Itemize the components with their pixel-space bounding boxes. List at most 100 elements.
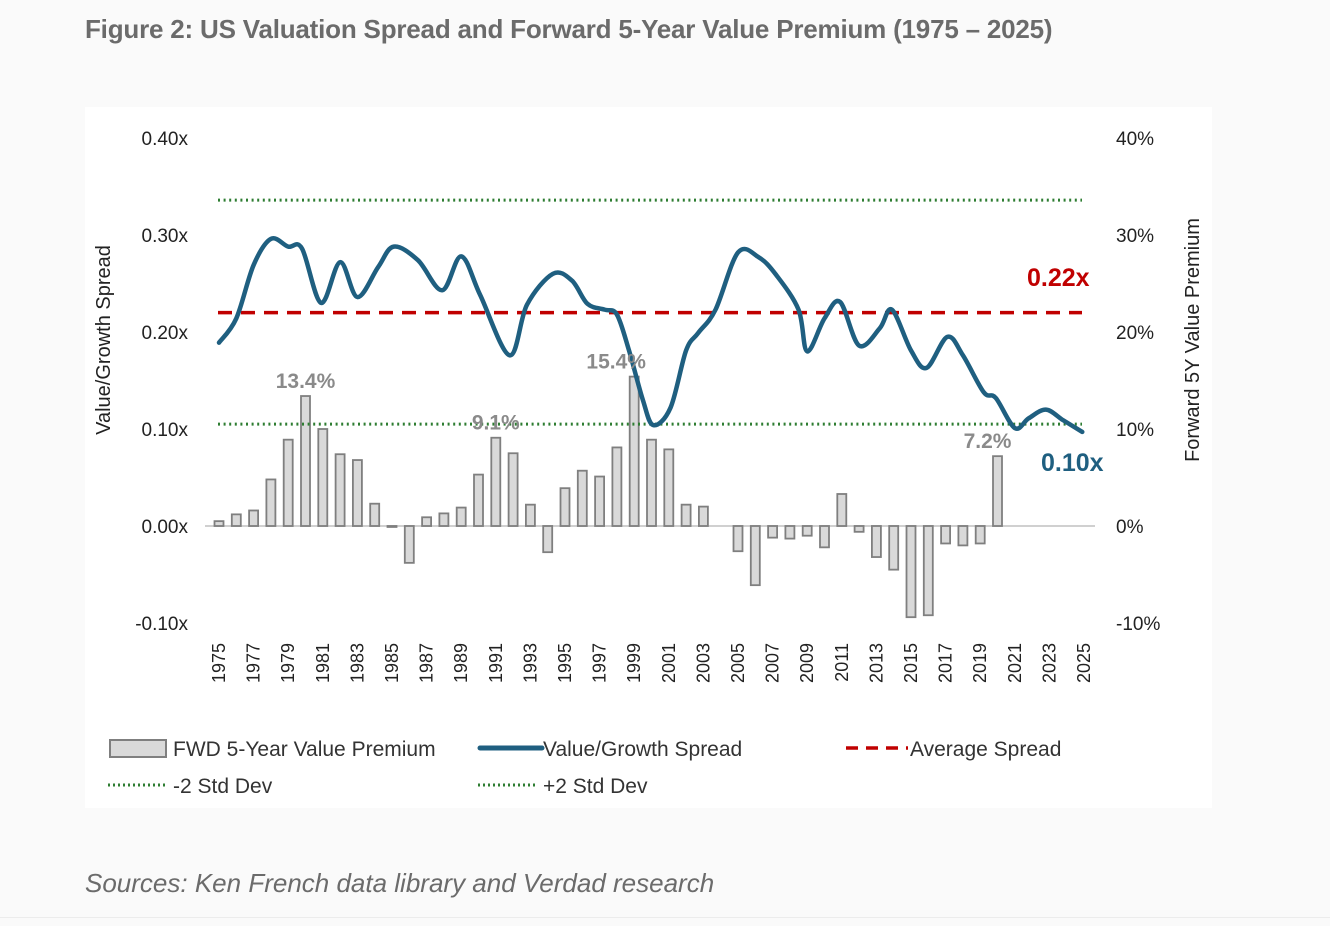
premium-bar xyxy=(680,503,692,527)
left-tick-label: 0.00x xyxy=(142,517,189,538)
premium-bar xyxy=(853,525,865,533)
premium-bar xyxy=(300,395,311,527)
x-tick-label: 1999 xyxy=(624,643,644,683)
x-tick-label: 2017 xyxy=(936,643,956,683)
spread-line xyxy=(216,236,1085,435)
premium-bar xyxy=(403,525,415,564)
reference-lines xyxy=(218,198,1082,426)
premium-bar xyxy=(438,512,450,527)
right-axis-title: Forward 5Y Value Premium xyxy=(1182,218,1204,462)
legend-item-minus2sd[interactable]: -2 Std Dev xyxy=(108,775,273,798)
premium-bar xyxy=(922,525,934,617)
premium-bar xyxy=(698,505,709,527)
premium-bar xyxy=(819,525,830,549)
premium-bar xyxy=(628,375,640,527)
premium-bar xyxy=(525,503,536,527)
premium-bar xyxy=(317,428,329,527)
right-tick-label: 0% xyxy=(1116,517,1144,538)
legend-item-plus2sd[interactable]: +2 Std Dev xyxy=(478,775,648,798)
x-tick-label: 2015 xyxy=(901,643,921,683)
x-tick-label: 2009 xyxy=(797,643,817,683)
premium-bar xyxy=(749,525,761,587)
premium-bar xyxy=(213,520,225,527)
premium-bar xyxy=(905,525,917,619)
x-tick-label: 2011 xyxy=(832,643,852,682)
bar-annotation-label: 7.2% xyxy=(964,430,1012,453)
premium-bar xyxy=(282,438,294,527)
premium-bar xyxy=(230,513,242,527)
left-tick-label: -0.10x xyxy=(135,614,188,635)
left-axis-ticks: -0.10x 0.00x 0.10x 0.20x 0.30x 0.40x xyxy=(135,129,188,635)
x-tick-label: 1981 xyxy=(313,643,333,683)
right-tick-label: 20% xyxy=(1116,323,1154,344)
premium-bar xyxy=(421,516,433,527)
x-tick-label: 1995 xyxy=(555,643,575,683)
x-tick-label: 1979 xyxy=(278,643,298,683)
x-tick-label: 2023 xyxy=(1039,643,1059,683)
right-tick-label: 40% xyxy=(1116,129,1154,150)
x-tick-label: 1983 xyxy=(347,643,367,683)
legend-item-average[interactable]: Average Spread xyxy=(846,738,1061,761)
legend-label-bars: FWD 5-Year Value Premium xyxy=(173,738,436,761)
premium-bar xyxy=(369,502,381,527)
legend-item-bars[interactable]: FWD 5-Year Value Premium xyxy=(109,738,436,761)
legend-label-minus2sd: -2 Std Dev xyxy=(173,775,273,798)
legend-label-plus2sd: +2 Std Dev xyxy=(543,775,648,798)
premium-bar xyxy=(248,509,260,527)
x-tick-label: 2013 xyxy=(866,643,886,683)
left-tick-label: 0.30x xyxy=(142,226,189,247)
legend: FWD 5-Year Value Premium Value/Growth Sp… xyxy=(108,738,1061,798)
legend-item-spread[interactable]: Value/Growth Spread xyxy=(477,738,742,761)
premium-bar xyxy=(490,436,502,527)
x-tick-label: 1975 xyxy=(209,643,229,683)
bar-annotations: 13.4% 9.1% 15.4% 7.2% xyxy=(276,351,1012,454)
premium-bar xyxy=(992,455,1003,527)
premium-bar xyxy=(957,525,969,547)
left-axis-title: Value/Growth Spread xyxy=(93,245,115,435)
premium-bar xyxy=(542,525,554,554)
premium-bars xyxy=(213,375,1003,619)
premium-bar xyxy=(455,506,467,527)
legend-swatch-bar xyxy=(109,739,167,758)
bottom-divider xyxy=(0,917,1330,918)
premium-bar xyxy=(594,475,605,527)
x-tick-label: 2019 xyxy=(970,643,990,683)
right-axis-ticks: -10% 0% 10% 20% 30% 40% xyxy=(1116,129,1160,635)
x-tick-label: 1987 xyxy=(417,643,437,683)
premium-bar xyxy=(940,525,951,545)
legend-label-spread: Value/Growth Spread xyxy=(543,738,742,761)
x-axis-ticks: 1975 1977 1979 1981 1983 1985 1987 1989 1991 1993… xyxy=(209,643,1094,683)
premium-bar xyxy=(888,525,900,571)
premium-bar xyxy=(732,525,744,553)
premium-bar xyxy=(646,438,657,527)
x-tick-label: 2001 xyxy=(659,643,679,683)
x-tick-label: 2005 xyxy=(728,643,748,683)
premium-bar xyxy=(784,525,796,540)
premium-bar xyxy=(974,525,986,545)
average-annotation: 0.22x xyxy=(1027,264,1090,292)
premium-bar xyxy=(559,487,571,527)
premium-bar xyxy=(611,446,623,527)
x-tick-label: 2003 xyxy=(693,643,713,683)
premium-bar xyxy=(576,469,588,527)
left-tick-label: 0.40x xyxy=(142,129,189,150)
x-tick-label: 1989 xyxy=(451,643,471,683)
legend-label-average: Average Spread xyxy=(910,738,1061,761)
source-note: Sources: Ken French data library and Ver… xyxy=(85,868,715,898)
x-tick-label: 1977 xyxy=(244,643,264,683)
x-tick-label: 1993 xyxy=(520,643,540,683)
right-tick-label: 10% xyxy=(1116,420,1154,441)
x-tick-label: 2007 xyxy=(763,643,783,683)
premium-bar xyxy=(871,525,882,558)
x-tick-label: 1997 xyxy=(590,643,610,683)
x-tick-label: 2025 xyxy=(1074,643,1094,683)
bar-annotation-label: 9.1% xyxy=(472,412,520,435)
bar-annotation-label: 13.4% xyxy=(276,370,336,393)
figure-title: Figure 2: US Valuation Spread and Forwar… xyxy=(85,14,1053,44)
premium-bar xyxy=(836,493,848,527)
x-tick-label: 1985 xyxy=(382,643,402,683)
premium-bar xyxy=(351,459,363,527)
left-tick-label: 0.10x xyxy=(142,420,189,441)
left-tick-label: 0.20x xyxy=(142,323,189,344)
